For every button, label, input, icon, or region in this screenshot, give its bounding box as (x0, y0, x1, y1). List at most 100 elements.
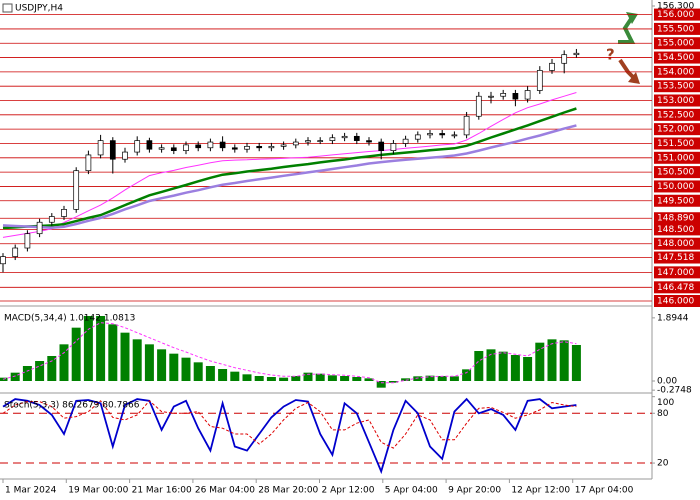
histogram-bar (462, 369, 472, 381)
level-label-bg (654, 266, 700, 279)
level-label-bg (654, 8, 700, 21)
histogram-bar (266, 377, 276, 381)
candle-body (536, 70, 543, 91)
histogram-bar (83, 316, 93, 381)
histogram-bar (193, 362, 203, 381)
candle-body (573, 52, 580, 56)
level-label: 146.000 (657, 297, 694, 307)
histogram-bar (364, 378, 374, 381)
candle-body (378, 141, 385, 151)
level-label-bg (654, 94, 700, 107)
level-label: 147.518 (657, 253, 694, 263)
histogram-bar (157, 349, 167, 381)
level-label: 150.500 (657, 168, 694, 178)
histogram-bar (22, 366, 32, 381)
histogram-bar (523, 357, 533, 381)
histogram-bar (474, 351, 484, 381)
candle-body (305, 140, 311, 143)
histogram-bar (437, 376, 447, 381)
level-label: 152.000 (657, 125, 694, 135)
candle-body (414, 134, 421, 140)
candle-body (109, 140, 116, 160)
histogram-bar (425, 375, 435, 381)
candle-body (402, 138, 409, 144)
candle-body (390, 143, 397, 151)
candle-body (280, 144, 287, 147)
candle-body (48, 216, 55, 223)
level-label: 150.000 (657, 182, 694, 192)
candle-body (85, 154, 92, 172)
candle-body (256, 145, 263, 149)
histogram-bar (205, 366, 215, 381)
candle-body (427, 133, 433, 136)
x-tick-label: 2 Apr 12:00 (322, 486, 375, 496)
histogram-bar (413, 376, 423, 381)
level-label-bg (654, 137, 700, 150)
level-label-bg (654, 65, 700, 78)
level-label: 146.478 (657, 283, 694, 293)
histogram-bar (498, 351, 508, 381)
candle-body (207, 141, 214, 149)
histogram-bar (71, 327, 81, 381)
histogram-bar (10, 372, 20, 381)
candle-body (488, 95, 494, 98)
level-label-bg (654, 295, 700, 307)
histogram-bar (388, 381, 398, 383)
histogram-bar (327, 375, 337, 381)
candle-body (183, 144, 189, 151)
level-label: 153.000 (657, 96, 694, 106)
level-label: 151.000 (657, 153, 694, 163)
candle-body (500, 93, 507, 97)
histogram-bar (218, 369, 228, 381)
histogram-bar (108, 324, 118, 381)
x-tick-label: 26 Mar 04:00 (195, 486, 255, 496)
level-label: 155.500 (657, 24, 694, 34)
level-label-bg (654, 237, 700, 250)
y-tick-label: 100 (657, 398, 674, 408)
x-tick-label: 12 Apr 12:00 (511, 486, 570, 496)
histogram-bar (169, 353, 179, 381)
line (2, 397, 577, 475)
candle-body (475, 95, 482, 117)
candle-body (122, 151, 128, 160)
panel-title: Stoch(5,3,3) 86.2679 80.7866 (4, 401, 140, 411)
level-label: 147.000 (657, 268, 694, 278)
candle-body (146, 140, 153, 150)
line (2, 322, 577, 384)
level-label: 155.000 (657, 39, 694, 49)
y-tick-label: 1.8944 (657, 313, 689, 323)
panel (0, 397, 652, 475)
candle-body (36, 221, 43, 235)
level-label: 151.500 (657, 139, 694, 149)
histogram-bar (254, 376, 264, 381)
x-tick-label: 19 Mar 00:00 (68, 486, 128, 496)
level-label: 152.500 (657, 110, 694, 120)
candle-body (439, 133, 446, 136)
histogram-bar (449, 376, 459, 381)
y-tick-label: 20 (657, 459, 669, 469)
candle-body (561, 54, 568, 64)
histogram-bar (132, 339, 142, 381)
up-arrow (618, 14, 636, 44)
histogram-bar (376, 381, 386, 388)
symbol-icon (2, 3, 13, 13)
candle-body (97, 140, 104, 156)
candle-body (451, 134, 458, 137)
level-label-bg (654, 108, 700, 121)
candle-body (292, 141, 299, 146)
histogram-bar (510, 355, 520, 381)
panel-title: USDJPY,H4 (15, 4, 63, 14)
level-label: 149.500 (657, 196, 694, 206)
histogram-bar (96, 316, 106, 381)
x-tick-label: 5 Apr 04:00 (385, 486, 438, 496)
line (2, 400, 577, 449)
level-label-bg (654, 51, 700, 64)
histogram-bar (401, 378, 411, 381)
histogram-bar (279, 377, 289, 381)
candle-body (170, 147, 177, 151)
histogram-bar (303, 372, 313, 381)
candle-body (0, 256, 6, 265)
histogram-bar (230, 371, 240, 381)
